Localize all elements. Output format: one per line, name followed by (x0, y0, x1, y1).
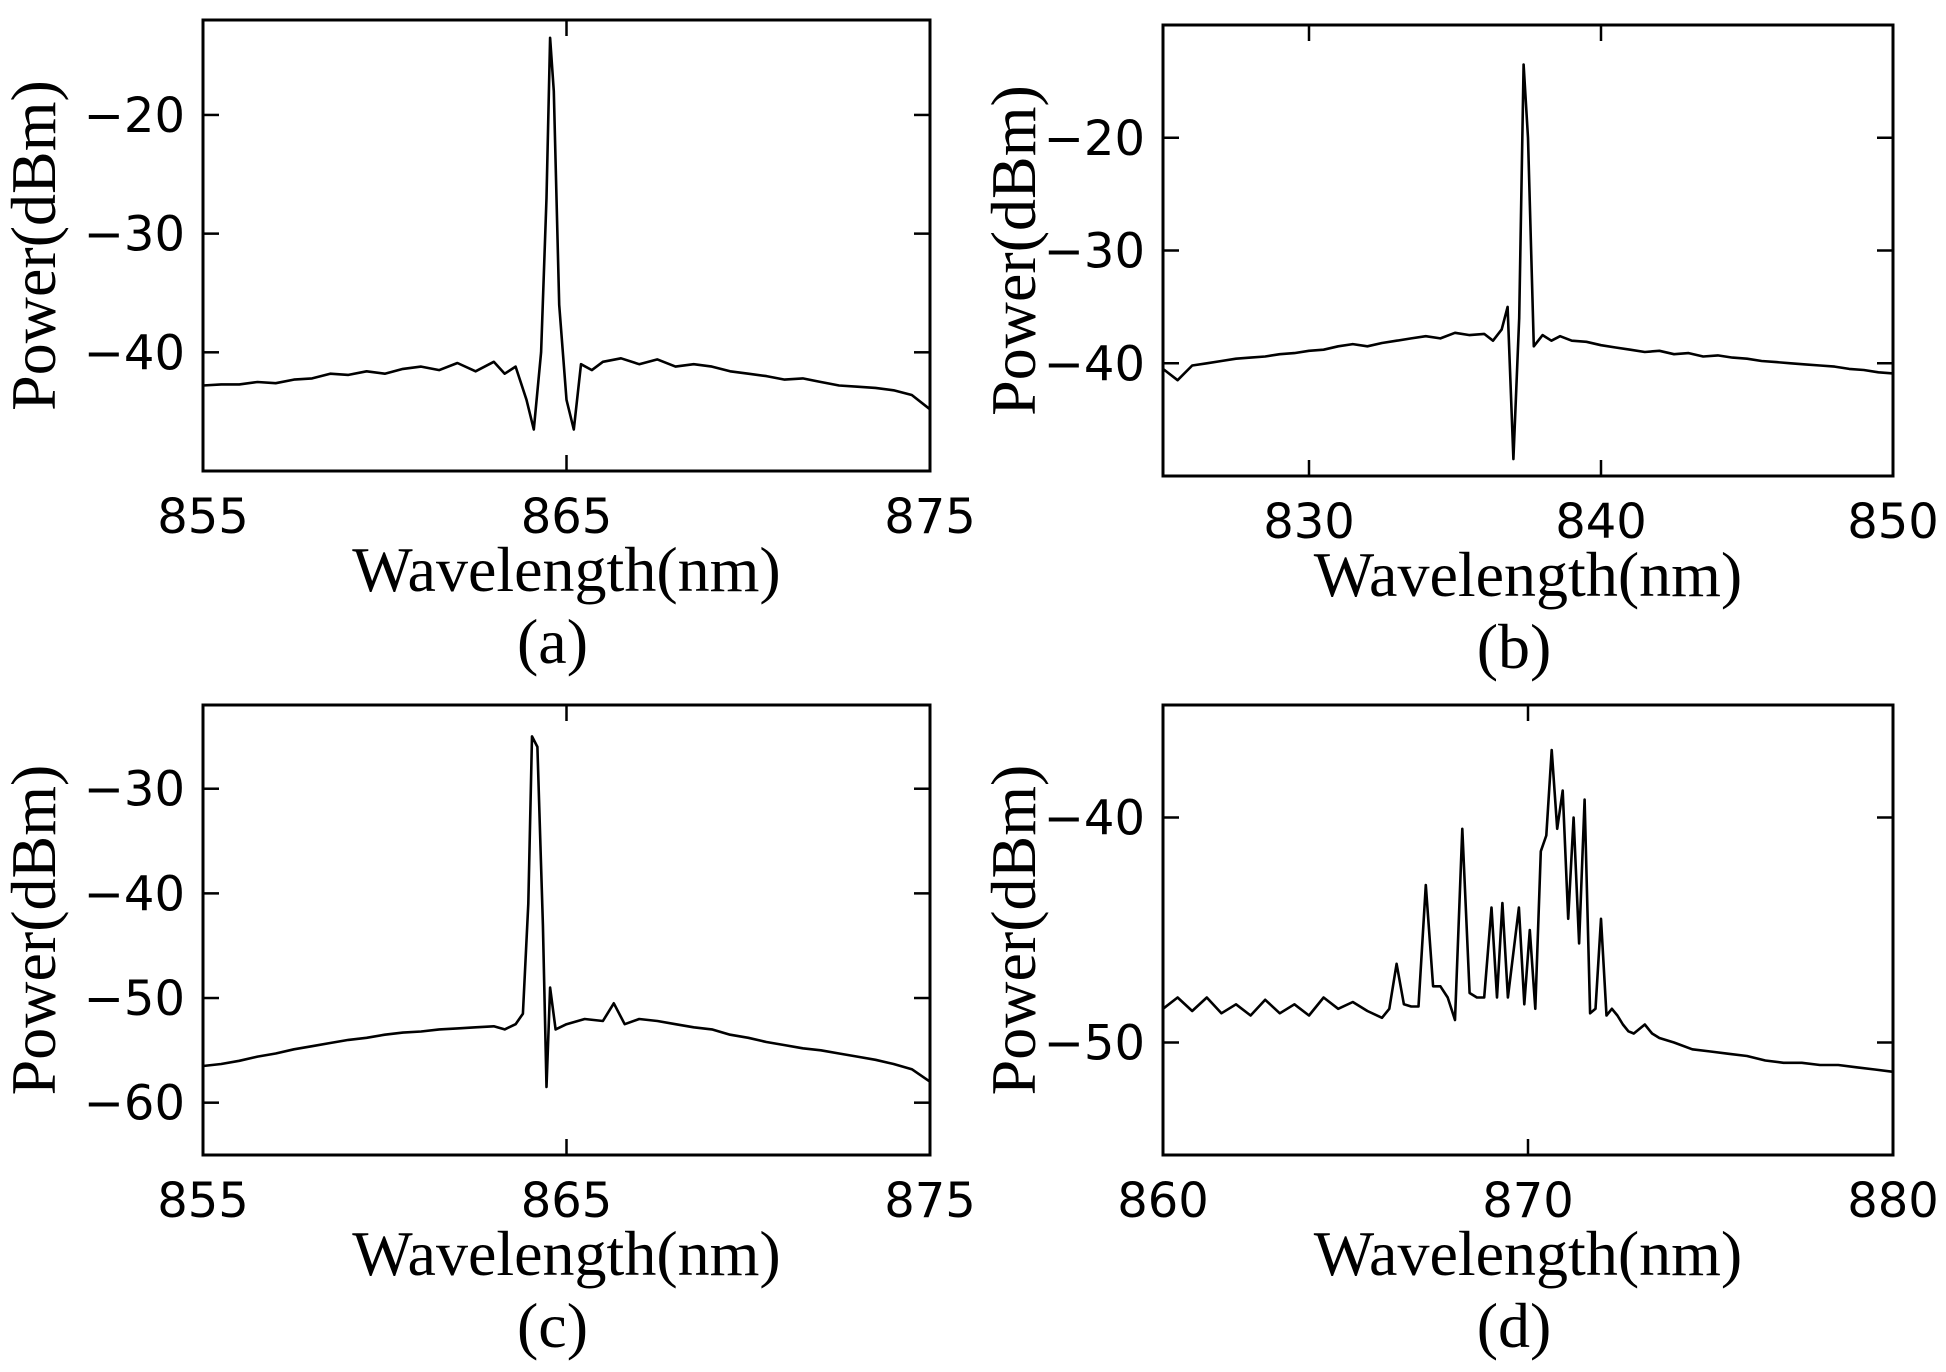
plot-frame (201, 703, 932, 1157)
y-axis-label: Power(dBm) (978, 85, 1049, 416)
x-tick-label: 875 (884, 1173, 976, 1229)
panel-label: (d) (1477, 1290, 1552, 1361)
y-tick-label: −40 (84, 866, 185, 922)
x-axis-label: Wavelength(nm) (1314, 539, 1742, 610)
panel-label: (b) (1477, 611, 1552, 682)
spectrum-line-3 (202, 735, 931, 1089)
y-tick-label: −30 (84, 762, 185, 818)
panel-label: (c) (517, 1290, 588, 1361)
y-tick-label: −40 (1044, 336, 1145, 392)
panel-label: (a) (517, 606, 588, 677)
chart-panel-1: 855 865 875 −20 −30 −40 Wavelength(nm) Power(dB… (0, 18, 976, 677)
x-tick-label: 860 (1117, 1173, 1209, 1229)
y-axis-label: Power(dBm) (978, 765, 1049, 1096)
y-tick-label: −30 (1044, 224, 1145, 280)
x-axis-label: Wavelength(nm) (1314, 1218, 1742, 1289)
x-tick-label: 855 (157, 489, 249, 545)
plot-frame (1161, 703, 1895, 1157)
x-tick-label: 865 (521, 489, 613, 545)
y-tick-label: −50 (1044, 1016, 1145, 1072)
y-tick-label: −30 (84, 207, 185, 263)
x-tick-label: 880 (1847, 1173, 1939, 1229)
y-tick-label: −50 (84, 971, 185, 1027)
plot-frame (1161, 23, 1895, 478)
spectrum-line-2 (1162, 63, 1894, 461)
x-tick-label: 840 (1555, 494, 1647, 550)
y-axis-label: Power(dBm) (0, 80, 69, 411)
x-tick-label: 830 (1263, 494, 1355, 550)
y-tick-label: −40 (1044, 791, 1145, 847)
x-axis-label: Wavelength(nm) (352, 1218, 780, 1289)
x-tick-label: 870 (1482, 1173, 1574, 1229)
spectrum-line-1 (202, 36, 931, 431)
x-axis-label: Wavelength(nm) (352, 534, 780, 605)
spectrum-line-4 (1162, 748, 1894, 1074)
y-tick-label: −40 (84, 325, 185, 381)
x-tick-label: 855 (157, 1173, 249, 1229)
chart-panel-3: 855 865 875 −30 −40 −50 −60 Wavelength(nm) Power… (0, 703, 976, 1361)
y-tick-label: −20 (1044, 111, 1145, 167)
y-tick-label: −60 (84, 1076, 185, 1132)
x-tick-label: 865 (521, 1173, 613, 1229)
chart-panel-2: 830 840 850 −20 −30 −40 Wavelength(nm) Power(dB… (978, 23, 1939, 682)
chart-panel-4: 860 870 880 −40 −50 Wavelength(nm) Power(dBm) (… (978, 703, 1939, 1361)
x-tick-label: 875 (884, 489, 976, 545)
x-tick-label: 850 (1847, 494, 1939, 550)
y-tick-label: −20 (84, 88, 185, 144)
y-axis-label: Power(dBm) (0, 765, 69, 1096)
